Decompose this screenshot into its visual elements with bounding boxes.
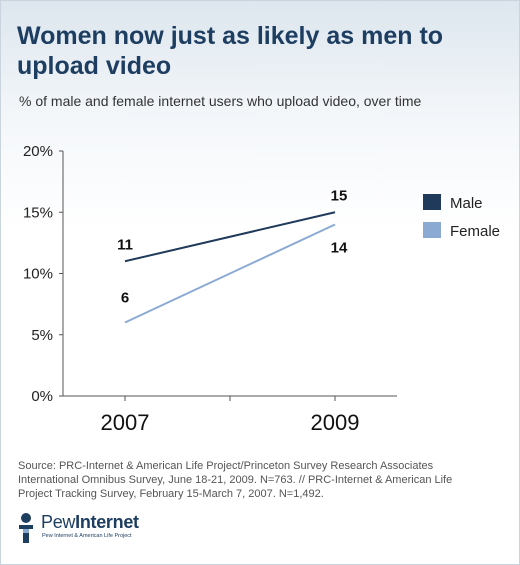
data-label-male: 11 xyxy=(117,236,133,253)
series-line-female xyxy=(124,223,336,324)
pew-logo-icon xyxy=(19,513,33,543)
data-label-female: 6 xyxy=(121,290,129,307)
logo-wordmark: PewInternet xyxy=(41,512,139,532)
legend-swatch-male xyxy=(423,194,441,210)
chart-title: Women now just as likely as men to uploa… xyxy=(17,22,444,80)
y-tick-label: 15% xyxy=(23,204,53,221)
series-line-male xyxy=(124,211,336,263)
chart-subtitle: % of male and female internet users who … xyxy=(19,93,422,109)
data-label-female: 14 xyxy=(331,240,348,257)
legend-label-male: Male xyxy=(450,195,483,212)
x-tick-label: 2007 xyxy=(101,410,150,435)
legend-label-female: Female xyxy=(450,223,500,240)
y-tick-label: 10% xyxy=(23,266,53,283)
pew-internet-logo: PewInternet Pew Internet & American Life… xyxy=(15,511,139,547)
y-tick-label: 0% xyxy=(31,388,53,405)
source-note: Source: PRC-Internet & American Life Pro… xyxy=(18,460,453,500)
y-tick-label: 5% xyxy=(31,327,53,344)
data-label-male: 15 xyxy=(331,187,348,204)
line-chart: 0% 5% 10% 15% 20% 2007 2009 11 15 6 14 Male Female xyxy=(23,143,500,435)
x-tick-label: 2009 xyxy=(311,410,360,435)
y-tick-label: 20% xyxy=(23,143,53,160)
legend-swatch-female xyxy=(423,222,441,238)
logo-tagline: Pew Internet & American Life Project xyxy=(42,533,132,539)
